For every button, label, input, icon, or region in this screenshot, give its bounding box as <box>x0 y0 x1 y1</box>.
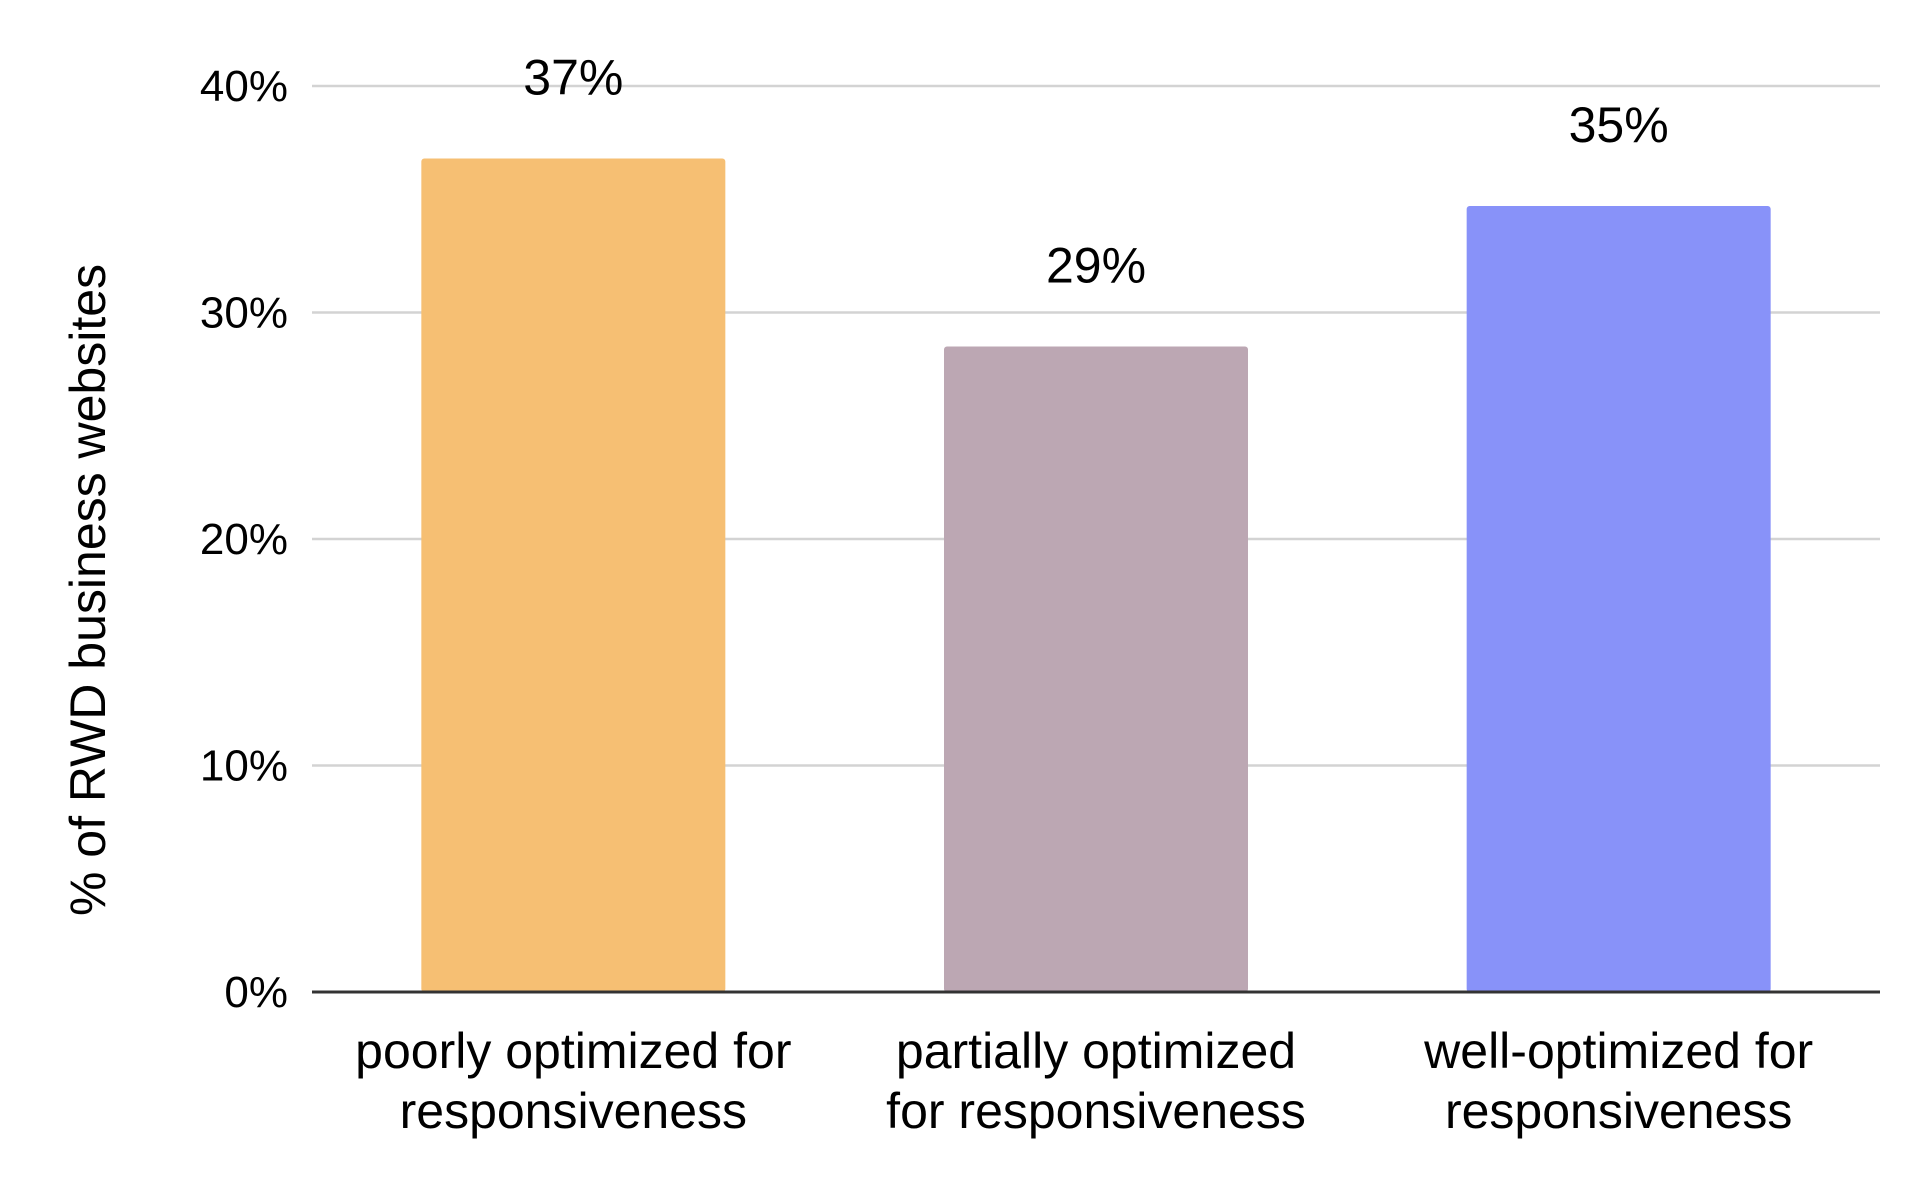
bars <box>421 158 1771 993</box>
bar-value-label: 37% <box>523 49 623 105</box>
y-tick-label: 0% <box>224 968 288 1017</box>
bar-value-label: 29% <box>1046 237 1146 293</box>
x-axis-category-labels: poorly optimized forresponsivenesspartia… <box>355 1023 1813 1139</box>
bar-value-label: 35% <box>1569 97 1669 153</box>
y-tick-label: 20% <box>200 515 288 564</box>
x-category-label: well-optimized for <box>1423 1023 1813 1079</box>
x-category-label: for responsiveness <box>886 1083 1306 1139</box>
y-axis-title: % of RWD business websites <box>60 264 116 916</box>
y-tick-label: 40% <box>200 62 288 111</box>
data-labels: 37% 29% 35% <box>523 49 1668 293</box>
x-category-label: responsiveness <box>1445 1083 1792 1139</box>
x-category-label: poorly optimized for <box>355 1023 791 1079</box>
bar-1 <box>944 346 1248 993</box>
y-tick-label: 10% <box>200 742 288 791</box>
bar-2 <box>1466 206 1771 993</box>
y-tick-label: 30% <box>200 289 288 338</box>
bar-0 <box>421 158 726 993</box>
x-category-label: responsiveness <box>400 1083 747 1139</box>
x-category-label: partially optimized <box>896 1023 1296 1079</box>
y-axis-ticks: 0% 10% 20% 30% 40% <box>200 62 288 1017</box>
